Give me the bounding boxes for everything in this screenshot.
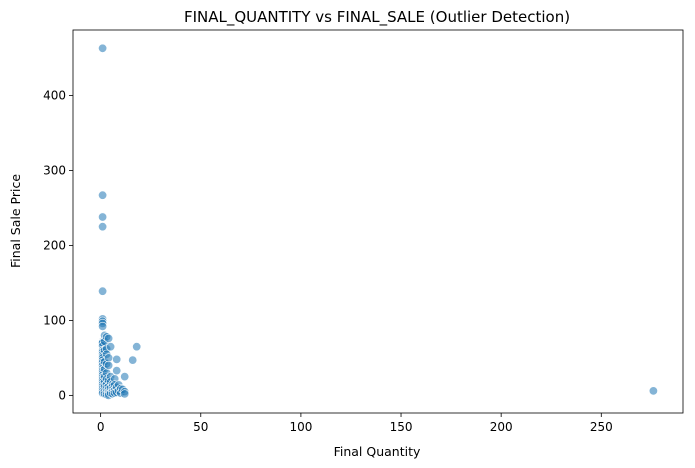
data-point — [98, 321, 108, 331]
y-tick-label: 100 — [43, 313, 66, 327]
data-point — [98, 212, 108, 222]
y-axis-label: Final Sale Price — [8, 174, 23, 268]
x-tick-label: 150 — [390, 420, 413, 434]
data-point — [98, 222, 108, 232]
data-point — [112, 354, 122, 364]
x-tick-label: 0 — [97, 420, 105, 434]
data-point — [112, 366, 122, 376]
data-point — [120, 389, 130, 399]
data-point — [104, 353, 114, 363]
y-axis-ticks: 0 100 200 300 400 — [43, 89, 73, 402]
data-point — [98, 190, 108, 200]
plot-frame — [72, 29, 684, 414]
data-point — [106, 342, 116, 352]
y-tick-label: 200 — [43, 238, 66, 252]
y-tick-label: 400 — [43, 89, 66, 103]
x-axis-label: Final Quantity — [334, 444, 421, 459]
data-point — [98, 43, 108, 53]
x-tick-label: 250 — [590, 420, 613, 434]
y-tick-label: 0 — [58, 388, 66, 402]
data-point — [104, 333, 114, 343]
y-tick-label: 300 — [43, 163, 66, 177]
plot-area — [72, 29, 684, 414]
data-points — [98, 43, 658, 400]
data-point — [648, 386, 658, 396]
data-point — [98, 286, 108, 296]
x-axis-ticks: 0 50 100 150 200 250 — [97, 413, 613, 434]
x-tick-label: 100 — [289, 420, 312, 434]
x-tick-label: 200 — [490, 420, 513, 434]
chart-title: FINAL_QUANTITY vs FINAL_SALE (Outlier De… — [184, 8, 570, 27]
data-point — [132, 342, 142, 352]
data-point — [128, 355, 138, 365]
data-point — [104, 360, 114, 370]
data-point — [120, 372, 130, 382]
x-tick-label: 50 — [193, 420, 208, 434]
